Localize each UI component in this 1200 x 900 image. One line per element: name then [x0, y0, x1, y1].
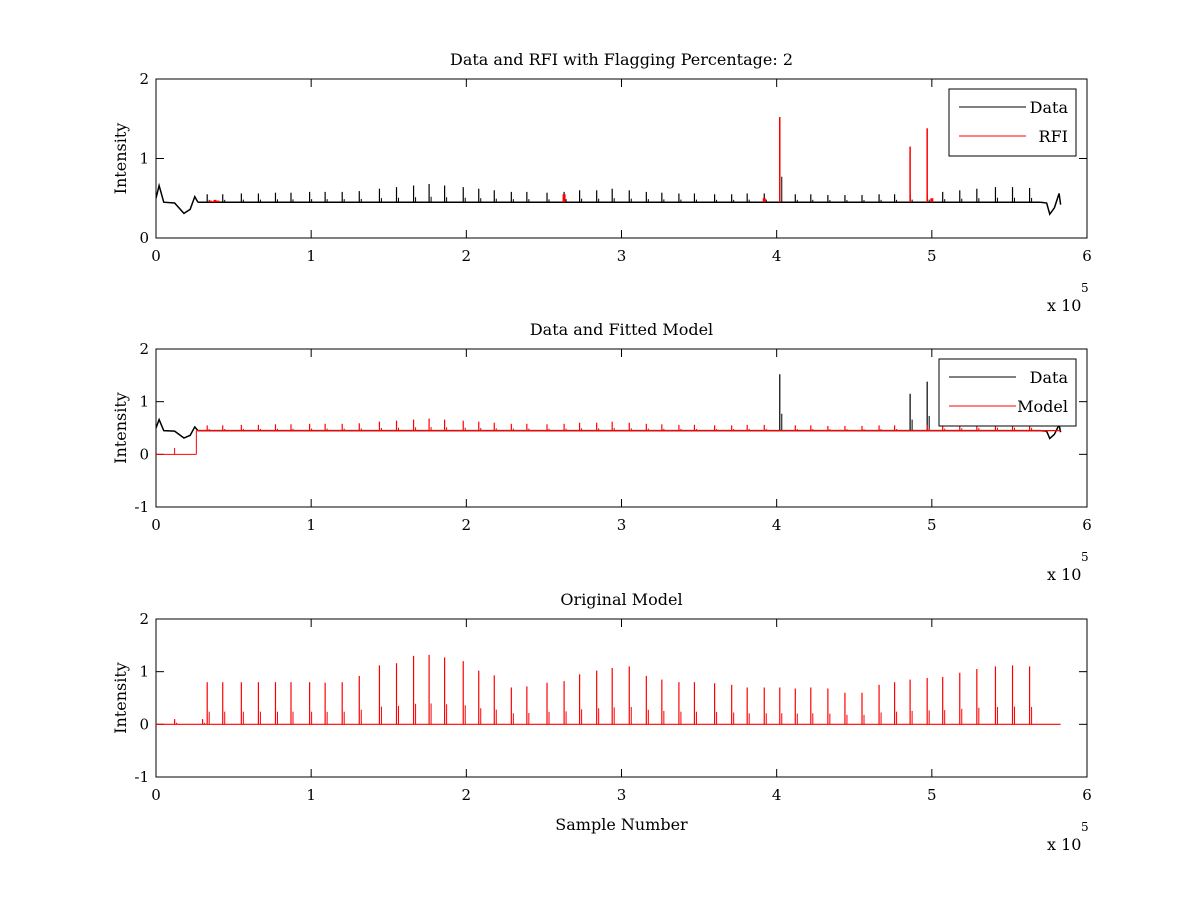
y-axis-label: Intensity	[111, 392, 130, 464]
x-tick-label: 1	[306, 247, 316, 265]
legend-label: Model	[1017, 397, 1068, 416]
legend: Data RFI	[948, 88, 1077, 157]
x-tick-label: 5	[927, 247, 937, 265]
x-tick-label: 1	[306, 786, 316, 804]
x-exponent-label: x 10	[1047, 565, 1081, 584]
plot-area	[155, 618, 1088, 778]
series-layer	[156, 117, 1062, 216]
x-tick-label: 0	[151, 786, 161, 804]
x-tick-label: 2	[462, 247, 472, 265]
panel-1: 0 1 2 3 4 5 6 0 1 2 Data and RFI with Flagging Per…	[111, 50, 1092, 315]
series-layer	[156, 374, 1062, 455]
x-tick-label: 3	[617, 786, 627, 804]
data-line-start	[156, 182, 199, 215]
legend-label: Data	[1030, 98, 1069, 117]
legend: Data Model	[938, 358, 1077, 427]
legend-label: RFI	[1039, 127, 1068, 146]
x-exponent-power: 5	[1081, 281, 1089, 295]
x-tick-label: 0	[151, 516, 161, 534]
plot-area	[155, 78, 1088, 239]
chart-title: Original Model	[560, 590, 682, 609]
legend-label: Data	[1030, 368, 1069, 387]
y-tick-label: -1	[134, 768, 149, 786]
x-tick-label: 6	[1082, 247, 1092, 265]
y-tick-label: 0	[139, 715, 149, 733]
x-tick-label: 2	[462, 516, 472, 534]
data-line-end	[1040, 193, 1062, 216]
legend-box	[948, 88, 1077, 157]
y-tick-label: 1	[139, 150, 149, 168]
x-tick-label: 4	[772, 786, 782, 804]
x-tick-label: 3	[617, 247, 627, 265]
series-model	[156, 418, 1061, 455]
x-tick-label: 5	[927, 786, 937, 804]
y-tick-label: 0	[139, 445, 149, 463]
y-tick-label: 1	[139, 393, 149, 411]
series-rfi	[208, 117, 934, 203]
x-axis-label: Sample Number	[555, 815, 688, 834]
y-tick-label: 1	[139, 663, 149, 681]
y-tick-label: 2	[139, 610, 149, 628]
y-tick-label: 2	[139, 70, 149, 88]
legend-box	[938, 358, 1077, 427]
y-axis-label: Intensity	[111, 662, 130, 734]
x-tick-label: 4	[772, 516, 782, 534]
x-tick-label: 2	[462, 786, 472, 804]
y-tick-label: -1	[134, 498, 149, 516]
x-tick-label: 0	[151, 247, 161, 265]
data-line-start	[156, 417, 199, 439]
x-tick-label: 6	[1082, 786, 1092, 804]
y-tick-label: 2	[139, 340, 149, 358]
x-tick-label: 3	[617, 516, 627, 534]
chart-title: Data and RFI with Flagging Percentage: 2	[450, 50, 793, 69]
y-axis-label: Intensity	[111, 123, 130, 195]
x-exponent-power: 5	[1081, 820, 1089, 834]
x-exponent-power: 5	[1081, 550, 1089, 564]
x-tick-label: 1	[306, 516, 316, 534]
x-tick-label: 5	[927, 516, 937, 534]
series-0	[156, 654, 1061, 725]
x-exponent-label: x 10	[1047, 296, 1081, 315]
chart-title: Data and Fitted Model	[530, 320, 713, 339]
x-exponent-label: x 10	[1047, 835, 1081, 854]
x-tick-label: 4	[772, 247, 782, 265]
y-tick-label: 0	[139, 229, 149, 247]
x-tick-label: 6	[1082, 516, 1092, 534]
series-layer	[156, 654, 1061, 725]
